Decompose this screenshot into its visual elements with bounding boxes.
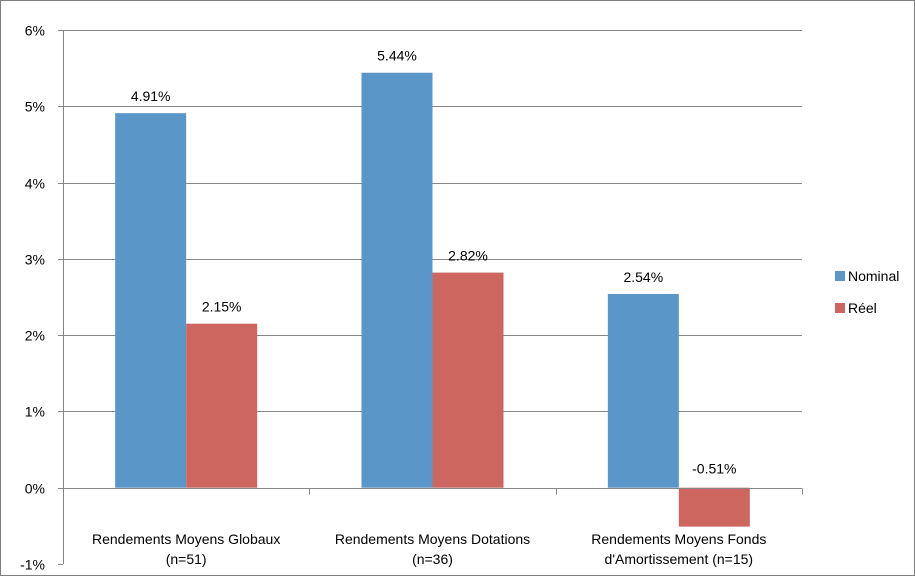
data-label: -0.51% [692,461,736,477]
y-tick-label: 1% [25,404,45,420]
data-label: 2.15% [202,299,242,315]
bar-rel-0 [186,323,258,488]
axes: 6% 5% 4% 3% 2% 1% 0% -1% Rendements Moyens Globa… [20,23,803,573]
bar-nominal-0 [115,113,187,488]
y-tick-label: 3% [25,252,45,268]
data-label: 2.82% [448,248,488,264]
legend-label: Réel [848,300,877,316]
bar-nominal-2 [607,293,679,488]
x-category-label: Rendements Moyens Fonds [591,531,766,547]
data-label: 4.91% [131,88,171,104]
data-labels: 4.91% 5.44% 2.54% 2.15% 2.82% -0.51% [131,48,737,477]
x-category-label: (n=51) [166,551,207,567]
bar-rel-1 [432,272,504,488]
y-tick-label: 6% [25,23,45,39]
x-category-label: (n=36) [412,551,453,567]
legend-swatch [835,271,845,281]
legend: Nominal Réel [835,268,899,316]
y-tick-label: 5% [25,99,45,115]
y-tick-label: 0% [25,481,45,497]
x-category-label: Rendements Moyens Globaux [92,531,280,547]
bars [115,72,750,527]
bar-nominal-1 [361,72,433,488]
x-category-label: Rendements Moyens Dotations [335,531,530,547]
y-tick-label: 2% [25,328,45,344]
x-category-label: d'Amortissement (n=15) [605,551,754,567]
y-tick-label: 4% [25,176,45,192]
data-label: 5.44% [377,48,417,64]
legend-label: Nominal [848,268,899,284]
y-tick-label: -1% [20,557,45,573]
legend-swatch [835,303,845,313]
data-label: 2.54% [623,269,663,285]
bar-rel-2 [678,487,750,527]
